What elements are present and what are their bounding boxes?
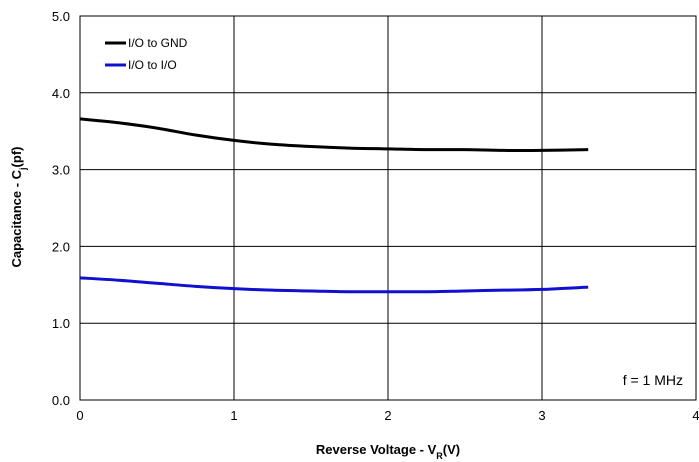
x-tick-label: 4 bbox=[692, 408, 699, 423]
y-tick-label: 2.0 bbox=[52, 239, 70, 254]
series-layer bbox=[79, 117, 589, 294]
x-tick-label: 3 bbox=[538, 408, 545, 423]
y-tick-labels: 0.0 1.0 2.0 3.0 4.0 5.0 bbox=[52, 9, 70, 408]
plot-area bbox=[79, 15, 697, 401]
y-tick-label: 5.0 bbox=[52, 9, 70, 24]
y-tick-label: 3.0 bbox=[52, 163, 70, 178]
y-tick-label: 1.0 bbox=[52, 316, 70, 331]
legend-label: I/O to GND bbox=[128, 36, 188, 50]
y-tick-label: 4.0 bbox=[52, 86, 70, 101]
x-tick-labels: 0 1 2 3 4 bbox=[76, 408, 699, 423]
grid bbox=[79, 15, 697, 401]
x-tick-label: 1 bbox=[230, 408, 237, 423]
y-tick-label: 0.0 bbox=[52, 393, 70, 408]
legend: I/O to GND I/O to I/O bbox=[105, 36, 188, 72]
legend-label: I/O to I/O bbox=[128, 58, 177, 72]
frequency-annotation: f = 1 MHz bbox=[623, 372, 683, 388]
x-tick-label: 2 bbox=[384, 408, 391, 423]
x-tick-label: 0 bbox=[76, 408, 83, 423]
x-axis-label: Reverse Voltage - VR(V) bbox=[316, 442, 460, 461]
series-line-io-to-io bbox=[79, 276, 589, 294]
series-line-io-to-gnd bbox=[79, 117, 589, 152]
y-axis-label: Capacitance - Cj(pf) bbox=[9, 147, 28, 268]
